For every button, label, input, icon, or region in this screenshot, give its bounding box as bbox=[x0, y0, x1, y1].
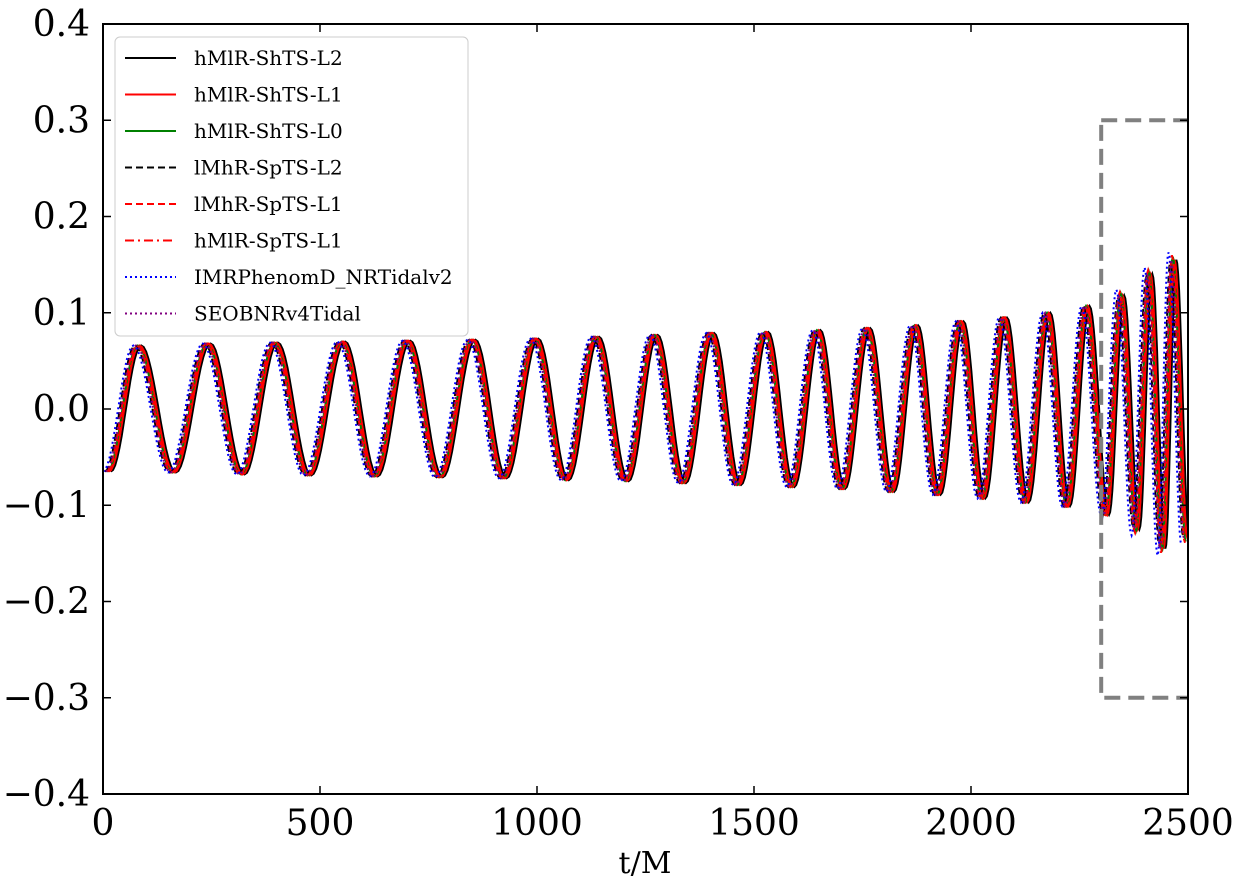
x-tick-label: 0 bbox=[92, 803, 115, 844]
x-tick-label: 500 bbox=[286, 803, 355, 844]
y-tick-label: 0.4 bbox=[33, 4, 90, 45]
legend-frame bbox=[114, 36, 469, 337]
y-tick-label: −0.3 bbox=[3, 678, 90, 719]
y-tick-label: 0.3 bbox=[33, 100, 90, 141]
x-tick-label: 1000 bbox=[491, 803, 583, 844]
x-tick-label: 1500 bbox=[708, 803, 800, 844]
series-line-1 bbox=[110, 259, 1188, 549]
legend-label-5: lMhR-SpTS-L1 bbox=[194, 192, 343, 216]
y-tick-label: −0.4 bbox=[3, 774, 90, 815]
legend-label-7: IMRPhenomD_NRTidalv2 bbox=[194, 265, 453, 289]
y-tick-label: 0.0 bbox=[33, 389, 90, 430]
legend-label-3: hMlR-ShTS-L0 bbox=[194, 119, 343, 143]
series-line-6 bbox=[107, 264, 1188, 545]
x-tick-label: 2500 bbox=[1142, 803, 1234, 844]
x-tick-label: 2000 bbox=[925, 803, 1017, 844]
legend-label-1: hMlR-ShTS-L2 bbox=[194, 46, 343, 70]
legend-label-2: hMlR-ShTS-L1 bbox=[194, 83, 343, 107]
y-tick-label: 0.2 bbox=[33, 197, 90, 238]
legend-label-8: SEOBNRv4Tidal bbox=[194, 302, 361, 326]
y-tick-label: −0.1 bbox=[3, 485, 90, 526]
y-tick-label: 0.1 bbox=[33, 293, 90, 334]
y-tick-label: −0.2 bbox=[3, 582, 90, 623]
legend-label-4: lMhR-SpTS-L2 bbox=[194, 156, 343, 180]
x-axis-label: t/M bbox=[619, 846, 672, 881]
series-layer bbox=[103, 252, 1188, 556]
legend: hMlR-ShTS-L2 hMlR-ShTS-L1 hMlR-ShTS-L0 lMhR… bbox=[114, 36, 469, 337]
axis-ticks: 0 500 1000 1500 2000 2500 −0.4 −0.3 −0.2 −0.1 0.0 0… bbox=[3, 4, 1234, 844]
legend-label-6: hMlR-SpTS-L1 bbox=[194, 229, 343, 253]
